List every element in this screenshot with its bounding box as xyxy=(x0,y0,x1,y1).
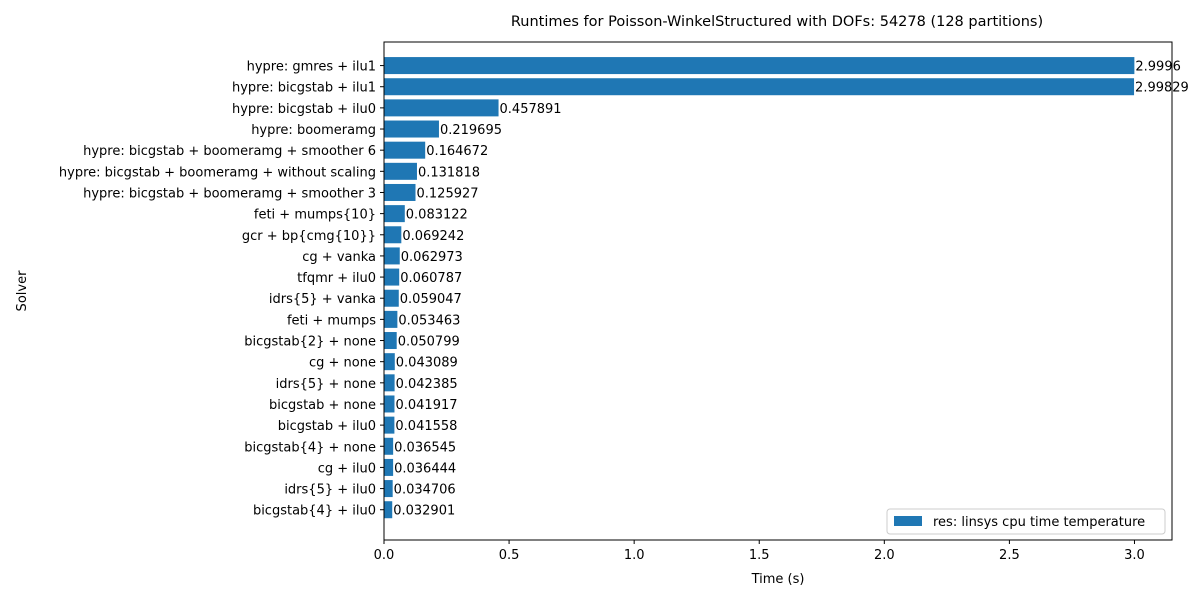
bar-value-label: 0.041558 xyxy=(395,419,457,434)
bar xyxy=(384,141,426,159)
bar xyxy=(384,501,393,519)
x-tick-label: 2.5 xyxy=(999,548,1020,563)
bar-value-label: 0.032901 xyxy=(393,504,455,519)
bar xyxy=(384,310,398,328)
y-tick-label: bicgstab + none xyxy=(269,398,376,413)
bar-value-label: 0.034706 xyxy=(394,483,456,498)
y-tick-label: hypre: bicgstab + ilu1 xyxy=(232,81,376,96)
y-tick-label: tfqmr + ilu0 xyxy=(297,271,376,286)
bar-value-label: 0.083122 xyxy=(406,208,468,223)
y-tick-label: cg + ilu0 xyxy=(318,461,376,476)
bar xyxy=(384,78,1135,96)
bar xyxy=(384,437,394,455)
bar-value-label: 0.036444 xyxy=(394,461,456,476)
legend-swatch xyxy=(894,516,922,526)
y-tick-label: cg + vanka xyxy=(302,250,376,265)
bar-value-label: 0.041917 xyxy=(395,398,457,413)
bar xyxy=(384,226,402,244)
y-tick-label: hypre: bicgstab + boomeramg + smoother 6 xyxy=(83,144,376,159)
y-tick-label: bicgstab + ilu0 xyxy=(278,419,376,434)
x-tick-label: 1.5 xyxy=(749,548,770,563)
legend: res: linsys cpu time temperature xyxy=(886,508,1166,535)
bar xyxy=(384,289,399,307)
y-tick-label: hypre: bicgstab + ilu0 xyxy=(232,102,376,117)
bar-value-label: 2.99829 xyxy=(1135,81,1189,96)
y-tick-label: bicgstab{4} + none xyxy=(244,440,376,455)
bar xyxy=(384,268,400,286)
x-axis-ticks: 0.0 0.5 1.0 1.5 2.0 2.5 3.0 xyxy=(374,540,1145,563)
x-tick-label: 1.0 xyxy=(624,548,645,563)
bar-value-label: 0.050799 xyxy=(398,335,460,350)
y-tick-label: idrs{5} + ilu0 xyxy=(284,483,376,498)
bar xyxy=(384,57,1135,75)
bar-value-label: 0.059047 xyxy=(400,292,462,307)
legend-entry: res: linsys cpu time temperature xyxy=(933,515,1145,530)
x-tick-label: 0.0 xyxy=(374,548,395,563)
y-tick-label: feti + mumps xyxy=(287,313,376,328)
bar xyxy=(384,416,395,434)
y-axis-ticks: hypre: gmres + ilu1 hypre: bicgstab + ilu… xyxy=(59,60,384,519)
y-tick-label: bicgstab{4} + ilu0 xyxy=(253,504,376,519)
y-tick-label: idrs{5} + none xyxy=(276,377,376,392)
bar xyxy=(384,99,499,117)
x-tick-label: 0.5 xyxy=(499,548,520,563)
bar xyxy=(384,395,395,413)
bar-value-label: 0.125927 xyxy=(417,186,479,201)
bars-layer xyxy=(384,57,1135,519)
y-tick-label: feti + mumps{10} xyxy=(254,208,376,223)
x-tick-label: 3.0 xyxy=(1124,548,1145,563)
y-tick-label: hypre: boomeramg xyxy=(251,123,376,138)
x-tick-label: 2.0 xyxy=(874,548,895,563)
bar xyxy=(384,374,395,392)
bar xyxy=(384,205,405,223)
bar-value-label: 0.060787 xyxy=(400,271,462,286)
bar-value-label: 0.036545 xyxy=(394,440,456,455)
bar-value-label: 0.069242 xyxy=(402,229,464,244)
bar-value-label: 0.043089 xyxy=(396,356,458,371)
legend-box xyxy=(886,508,1166,535)
y-tick-label: hypre: gmres + ilu1 xyxy=(247,60,376,75)
y-axis-label: Solver xyxy=(15,270,30,312)
bar-value-label: 0.131818 xyxy=(418,165,480,180)
bar-value-label: 0.164672 xyxy=(426,144,488,159)
bar-value-label: 0.457891 xyxy=(500,102,562,117)
bar xyxy=(384,332,397,350)
bar-value-label: 0.219695 xyxy=(440,123,502,138)
bar-value-label: 0.053463 xyxy=(398,313,460,328)
bar xyxy=(384,247,400,265)
bar xyxy=(384,353,395,371)
bar-value-label: 2.9996 xyxy=(1135,60,1181,75)
y-tick-label: hypre: bicgstab + boomeramg + smoother 3 xyxy=(83,186,376,201)
labels-layer: 2.9996 2.99829 0.457891 0.219695 0.164672 0.1… xyxy=(393,60,1189,519)
plot-frame xyxy=(383,41,1173,541)
bar xyxy=(384,480,393,498)
bar xyxy=(384,458,394,476)
y-tick-label: hypre: bicgstab + boomeramg + without sc… xyxy=(59,165,376,180)
bar-value-label: 0.062973 xyxy=(401,250,463,265)
y-tick-label: idrs{5} + vanka xyxy=(269,292,376,307)
bar xyxy=(384,120,439,138)
y-tick-label: gcr + bp{cmg{10}} xyxy=(242,229,376,244)
bar xyxy=(384,162,417,180)
y-tick-label: cg + none xyxy=(309,356,376,371)
y-tick-label: bicgstab{2} + none xyxy=(244,335,376,350)
chart-title: Runtimes for Poisson-WinkelStructured wi… xyxy=(511,14,1043,30)
bar xyxy=(384,183,416,201)
x-axis-label: Time (s) xyxy=(751,572,805,587)
bar-value-label: 0.042385 xyxy=(396,377,458,392)
